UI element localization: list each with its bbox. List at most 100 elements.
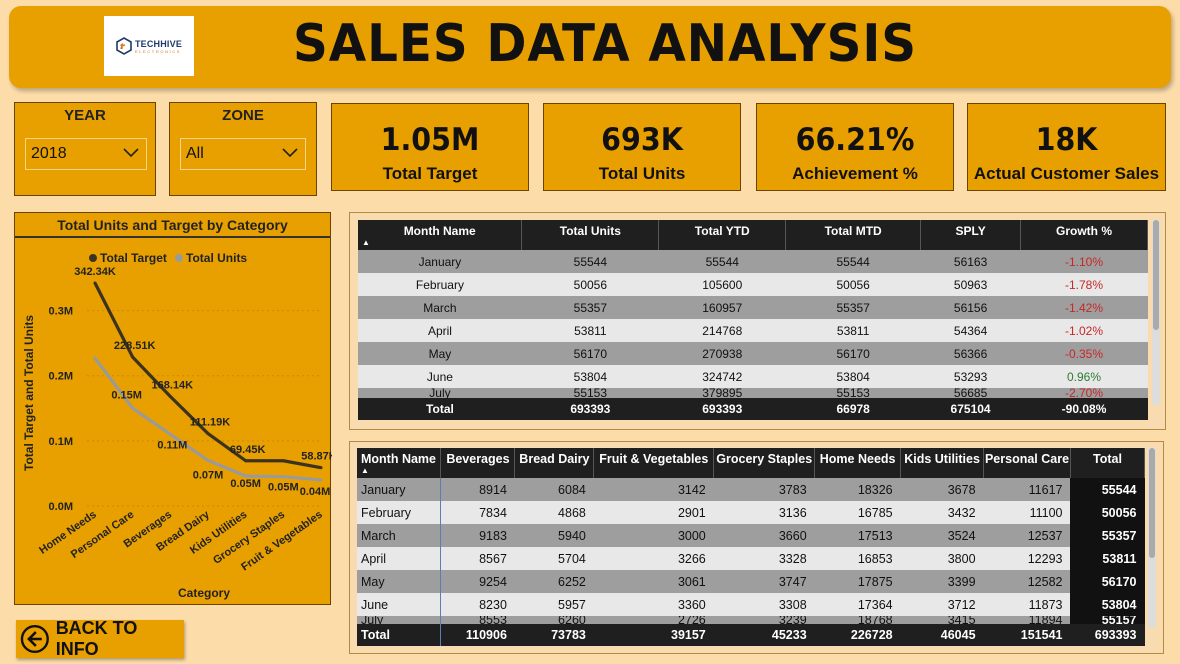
table-cell: 160957 <box>658 296 786 319</box>
zone-dropdown[interactable]: All <box>180 138 306 170</box>
year-slicer: YEAR 2018 <box>14 102 156 196</box>
table-cell: 6260 <box>514 616 594 624</box>
total-cell: 151541 <box>983 624 1071 646</box>
table-cell: 270938 <box>658 342 786 365</box>
kpi-caption: Achievement % <box>792 164 918 183</box>
column-header[interactable]: Total <box>1070 448 1146 478</box>
table-cell: 3328 <box>713 547 815 570</box>
table-cell: 55544 <box>658 250 786 273</box>
column-header[interactable]: Growth % <box>1020 220 1148 250</box>
table-row[interactable]: January 55544 55544 55544 56163 -1.10% <box>358 250 1148 273</box>
table-row[interactable]: June 8230 5957 3360 3308 17364 3712 11873 53804 <box>357 593 1145 616</box>
table-cell: 55357 <box>785 296 921 319</box>
logo-hex-icon <box>116 37 132 55</box>
table-cell: 56366 <box>920 342 1021 365</box>
table-cell: 3524 <box>900 524 984 547</box>
table-cell: 2726 <box>593 616 714 624</box>
table-row[interactable]: February 50056 105600 50056 50963 -1.78% <box>358 273 1148 296</box>
column-header[interactable]: Beverages <box>440 448 516 478</box>
table-cell: 11617 <box>983 478 1071 501</box>
back-button-label: BACK TO INFO <box>55 618 138 659</box>
scrollbar-thumb[interactable] <box>1149 448 1155 558</box>
table-cell: 55153 <box>785 388 921 398</box>
kpi-caption: Total Units <box>598 164 686 183</box>
table-row[interactable]: April 8567 5704 3266 3328 16853 3800 12293 53811 <box>357 547 1145 570</box>
total-cell: 110906 <box>440 624 515 646</box>
table-cell: 56170 <box>521 342 659 365</box>
column-header[interactable]: Total Units <box>521 220 660 250</box>
month-cell: March <box>358 296 522 319</box>
data-label: 69.45K <box>230 444 266 456</box>
table-cell: 55544 <box>785 250 921 273</box>
y-tick-label: 0.3M <box>49 306 73 318</box>
table-scrollbar[interactable] <box>1152 220 1160 405</box>
column-header[interactable]: Grocery Staples <box>713 448 816 478</box>
table-row[interactable]: April 53811 214768 53811 54364 -1.02% <box>358 319 1148 342</box>
total-cell: -90.08% <box>1020 398 1148 420</box>
data-label: 0.07M <box>193 469 224 481</box>
total-cell: Total <box>358 398 522 420</box>
table-row[interactable]: May 9254 6252 3061 3747 17875 3399 12582 56170 <box>357 570 1145 593</box>
table-header-row: Month Name ▲ Beverages Bread Dairy Fruit … <box>357 448 1146 478</box>
y-tick-label: 0.0M <box>49 501 73 513</box>
table-row[interactable]: March 55357 160957 55357 56156 -1.42% <box>358 296 1148 319</box>
kpi-value: 693K <box>601 122 683 158</box>
column-header[interactable]: SPLY <box>920 220 1022 250</box>
column-header[interactable]: Month Name ▲ <box>358 220 523 250</box>
back-to-info-button[interactable]: BACK TO INFO <box>16 618 184 659</box>
data-label: 342.34K <box>74 266 116 278</box>
chart-canvas: 0.0M 0.1M 0.2M 0.3M Total Target Total Units T… <box>22 251 332 600</box>
row-total-cell: 55544 <box>1070 478 1145 501</box>
row-total-cell: 55357 <box>1070 524 1145 547</box>
table-cell: 12293 <box>983 547 1071 570</box>
table-row[interactable]: January 8914 6084 3142 3783 18326 3678 11617 555… <box>357 478 1145 501</box>
table-header-row: Month Name ▲ Total Units Total YTD Total … <box>358 220 1148 250</box>
table-row[interactable]: July 55153 379895 55153 56685 -2.70% <box>358 388 1148 398</box>
table-row[interactable]: June 53804 324742 53804 53293 0.96% <box>358 365 1148 388</box>
data-point <box>93 281 97 285</box>
column-header[interactable]: Bread Dairy <box>514 448 595 478</box>
table-cell: 9254 <box>440 570 515 593</box>
column-header[interactable]: Total YTD <box>658 220 787 250</box>
month-cell: May <box>357 570 442 593</box>
column-header[interactable]: Fruit & Vegetables <box>593 448 715 478</box>
column-header[interactable]: Total MTD <box>785 220 922 250</box>
column-header[interactable]: Personal Care <box>983 448 1071 478</box>
data-point <box>131 406 135 410</box>
arrow-left-circle-icon <box>20 624 49 654</box>
chevron-down-icon <box>282 148 298 158</box>
data-point <box>319 466 323 470</box>
table-cell: 3360 <box>593 593 714 616</box>
category-line-chart: Total Units and Target by Category 0.0M 0… <box>14 212 332 605</box>
row-total-cell: 53804 <box>1070 593 1145 616</box>
year-dropdown[interactable]: 2018 <box>25 138 147 170</box>
zone-slicer: ZONE All <box>169 102 317 196</box>
scrollbar-thumb[interactable] <box>1153 220 1159 330</box>
table-row[interactable]: May 56170 270938 56170 56366 -0.35% <box>358 342 1148 365</box>
table-cell: 56170 <box>785 342 921 365</box>
y-tick-label: 0.2M <box>49 371 73 383</box>
table-cell: 56163 <box>920 250 1021 273</box>
table-cell: 3308 <box>713 593 815 616</box>
column-header[interactable]: Kids Utilities <box>900 448 985 478</box>
table-cell: 55544 <box>521 250 659 273</box>
total-cell: 46045 <box>900 624 984 646</box>
table-row[interactable]: July 8553 6260 2726 3239 18768 3415 11894 55157 <box>357 616 1145 624</box>
legend-label: Total Target <box>100 251 167 265</box>
table-scrollbar[interactable] <box>1148 448 1156 628</box>
column-header[interactable]: Home Needs <box>814 448 902 478</box>
table-cell: 7834 <box>440 501 515 524</box>
table-cell: -2.70% <box>1020 388 1148 398</box>
table-row[interactable]: March 9183 5940 3000 3660 17513 3524 12537 55357 <box>357 524 1145 547</box>
table-cell: 53804 <box>521 365 659 388</box>
table-row[interactable]: February 7834 4868 2901 3136 16785 3432 11100 50… <box>357 501 1145 524</box>
data-label: 111.19K <box>190 417 230 429</box>
month-cell: May <box>358 342 522 365</box>
month-cell: March <box>357 524 442 547</box>
month-cell: January <box>357 478 442 501</box>
row-total-cell: 53811 <box>1070 547 1145 570</box>
column-header[interactable]: Month Name ▲ <box>357 448 442 478</box>
company-logo: TECHHIVE ELECTRONICS <box>104 16 194 76</box>
table-cell: 3136 <box>713 501 815 524</box>
logo-subtitle: ELECTRONICS <box>134 48 181 54</box>
